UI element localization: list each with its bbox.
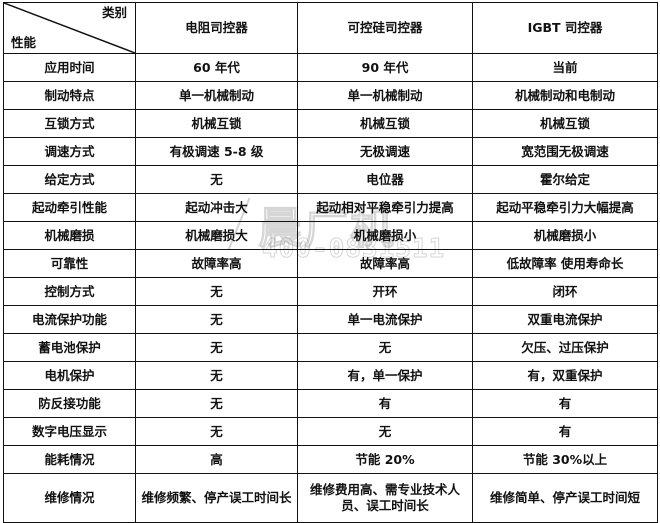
table-cell: 高 (135, 445, 298, 474)
table-row: 起动牵引性能 起动冲击大 起动相对平稳牵引力提高 起动平稳牵引力大幅提高 (3, 193, 658, 222)
table-row: 数字电压显示无无有 (3, 417, 658, 446)
diagonal-divider-icon (4, 3, 135, 53)
table-cell: 开环 (297, 277, 473, 306)
table-cell: 节能 20% (297, 445, 473, 474)
table-cell: 故障率高 (297, 249, 473, 278)
corner-performance-label: 性能 (11, 35, 37, 50)
row-label: 维修情况 (3, 473, 136, 523)
row-label: 应用时间 (3, 53, 136, 82)
table-row: 互锁方式 机械互锁 机械互锁 机械互锁 (3, 109, 658, 138)
table-cell: 维修费用高、需专业技术人员、误工时间长 (297, 473, 473, 523)
row-label: 可靠性 (3, 249, 136, 278)
table-cell: 无 (297, 417, 473, 446)
table-row: 可靠性 故障率高 故障率高 低故障率 使用寿命长 (3, 249, 658, 278)
table-cell: 维修频繁、停产误工时间长 (135, 473, 298, 523)
table-header-row: 类别 性能 电阻司控器 可控硅司控器 IGBT 司控器 (3, 2, 658, 54)
table-cell: 无 (135, 165, 298, 194)
table-cell: 有 (297, 389, 473, 418)
table-row: 控制方式无开环 闭环 (3, 277, 658, 306)
row-label: 调速方式 (3, 137, 136, 166)
table-cell: 无 (135, 389, 298, 418)
row-label: 制动特点 (3, 81, 136, 110)
table-cell: 霍尔给定 (472, 165, 658, 194)
table-row: 防反接功能无有有 (3, 389, 658, 418)
table-cell: 机械磨损大 (135, 221, 298, 250)
table-cell: 有 (472, 389, 658, 418)
table-cell: 90 年代 (297, 53, 473, 82)
table-cell: 有极调速 5-8 级 (135, 137, 298, 166)
table-cell: 单一机械制动 (297, 81, 473, 110)
table-cell: 机械互锁 (297, 109, 473, 138)
page-root: 晨广机 400-0831511 类别 性能 电阻司控器 可控硅司控器 IGBT 司控器应… (3, 2, 658, 523)
table-cell: 无 (135, 305, 298, 334)
table-cell: 60 年代 (135, 53, 298, 82)
table-cell: 低故障率 使用寿命长 (472, 249, 658, 278)
table-row: 能耗情况高节能 20% 节能 30%以上 (3, 445, 658, 474)
table-cell: 无 (135, 277, 298, 306)
table-row: 蓄电池保护无无欠压、过压保护 (3, 333, 658, 362)
row-label: 给定方式 (3, 165, 136, 194)
column-header-0: 电阻司控器 (135, 2, 298, 54)
table-row: 电流保护功能无单一电流保护 双重电流保护 (3, 305, 658, 334)
row-label: 防反接功能 (3, 389, 136, 418)
column-header-2: IGBT 司控器 (472, 2, 658, 54)
table-cell: 有，单一保护 (297, 361, 473, 390)
table-cell: 起动相对平稳牵引力提高 (297, 193, 473, 222)
row-label: 机械磨损 (3, 221, 136, 250)
row-label: 电流保护功能 (3, 305, 136, 334)
table-row: 给定方式无电位器 霍尔给定 (3, 165, 658, 194)
corner-category-label: 类别 (101, 5, 127, 20)
table-cell: 无 (135, 361, 298, 390)
table-cell: 故障率高 (135, 249, 298, 278)
table-cell: 宽范围无极调速 (472, 137, 658, 166)
table-cell: 有 (472, 417, 658, 446)
table-cell: 维修简单、停产误工时间短 (472, 473, 658, 523)
corner-header-cell: 类别性能 (3, 2, 136, 54)
row-label: 控制方式 (3, 277, 136, 306)
table-row: 应用时间 60 年代 90 年代 当前 (3, 53, 658, 82)
table-row: 机械磨损 机械磨损大 机械磨损小 机械磨损小 (3, 221, 658, 250)
table-cell: 机械互锁 (135, 109, 298, 138)
table-cell: 欠压、过压保护 (472, 333, 658, 362)
table-cell: 电位器 (297, 165, 473, 194)
table-cell: 无极调速 (297, 137, 473, 166)
table-cell: 无 (135, 333, 298, 362)
table-row: 电机保护无有，单一保护 有，双重保护 (3, 361, 658, 390)
table-cell: 无 (297, 333, 473, 362)
table-cell: 闭环 (472, 277, 658, 306)
table-cell: 机械磨损小 (297, 221, 473, 250)
table-cell: 双重电流保护 (472, 305, 658, 334)
table-cell: 起动冲击大 (135, 193, 298, 222)
row-label: 蓄电池保护 (3, 333, 136, 362)
table-cell: 单一电流保护 (297, 305, 473, 334)
comparison-table: 类别 性能 电阻司控器 可控硅司控器 IGBT 司控器 应用时间 60 年代 90 年代 当前制… (3, 2, 658, 523)
table-cell: 无 (135, 417, 298, 446)
table-cell: 机械磨损小 (472, 221, 658, 250)
row-label: 互锁方式 (3, 109, 136, 138)
table-cell: 机械互锁 (472, 109, 658, 138)
table-cell: 单一机械制动 (135, 81, 298, 110)
table-cell: 有，双重保护 (472, 361, 658, 390)
table-body: 类别 性能 电阻司控器 可控硅司控器 IGBT 司控器 应用时间 60 年代 90 年代 当前制… (3, 2, 658, 523)
table-row: 调速方式 有极调速 5-8 级无极调速 宽范围无极调速 (3, 137, 658, 166)
table-cell: 起动平稳牵引力大幅提高 (472, 193, 658, 222)
table-row: 制动特点 单一机械制动 单一机械制动 机械制动和电制动 (3, 81, 658, 110)
table-cell: 节能 30%以上 (472, 445, 658, 474)
row-label: 能耗情况 (3, 445, 136, 474)
table-cell: 当前 (472, 53, 658, 82)
column-header-1: 可控硅司控器 (297, 2, 473, 54)
row-label: 起动牵引性能 (3, 193, 136, 222)
row-label: 数字电压显示 (3, 417, 136, 446)
table-row: 维修情况 维修频繁、停产误工时间长 维修费用高、需专业技术人员、误工时间长 维修简单、… (3, 473, 658, 523)
comparison-table-wrap: 类别 性能 电阻司控器 可控硅司控器 IGBT 司控器 应用时间 60 年代 90 年代 当前制… (3, 2, 658, 523)
row-label: 电机保护 (3, 361, 136, 390)
table-cell: 机械制动和电制动 (472, 81, 658, 110)
